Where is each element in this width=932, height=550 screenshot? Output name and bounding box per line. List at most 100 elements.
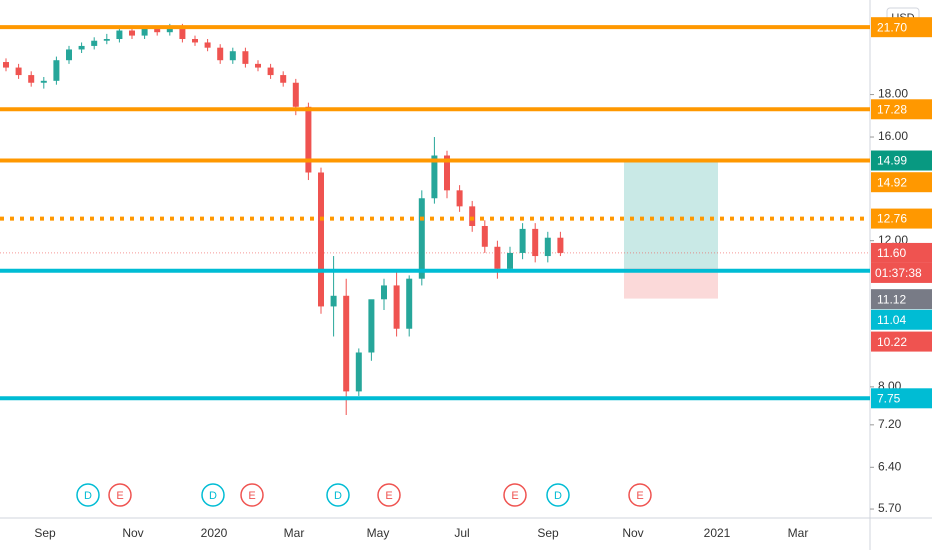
x-tick-label: 2021: [704, 526, 731, 540]
x-tick-label: Nov: [122, 526, 143, 540]
price-tag: [871, 172, 932, 193]
candle-body: [481, 225, 488, 247]
y-tick-label: 18.00: [878, 87, 908, 101]
candle-body: [355, 352, 362, 392]
candle-body: [91, 40, 98, 46]
candle-body: [103, 39, 110, 41]
candle-body: [179, 27, 186, 40]
countdown: 01:37:38: [875, 266, 922, 280]
candle-body: [368, 299, 375, 353]
event-marker: [503, 483, 527, 507]
candle-body: [431, 155, 438, 199]
candle-body: [267, 67, 274, 76]
x-tick-label: May: [367, 526, 390, 540]
event-label: D: [84, 490, 92, 502]
y-tick-label: 6.40: [878, 459, 902, 473]
candle-body: [280, 75, 287, 83]
event-label: E: [116, 490, 123, 502]
candle-body: [141, 28, 148, 36]
price-tag-label: 11.60: [877, 246, 906, 260]
event-marker: [377, 483, 401, 507]
candle-body: [494, 246, 501, 269]
x-tick-label: Sep: [537, 526, 559, 540]
candle-body: [393, 285, 400, 329]
candle-body: [242, 51, 249, 64]
candle-body: [229, 51, 236, 61]
price-tag: [871, 17, 932, 38]
price-tag-label: 11.12: [877, 292, 906, 306]
stop-zone: [624, 268, 718, 299]
candle-body: [343, 295, 350, 392]
event-label: E: [511, 490, 518, 502]
x-tick-label: Nov: [622, 526, 643, 540]
event-label: D: [334, 490, 342, 502]
candle-body: [292, 82, 299, 107]
candle-body: [255, 63, 261, 68]
event-marker: [76, 483, 100, 507]
price-tag-label: 7.75: [877, 391, 901, 405]
price-tag: [871, 99, 932, 120]
event-label: E: [385, 490, 392, 502]
price-tag-label: 14.99: [877, 154, 907, 168]
candle-body: [544, 237, 551, 257]
candle-body: [116, 30, 123, 40]
candle-body: [66, 49, 72, 61]
target-zone: [624, 160, 718, 269]
candle-body: [305, 106, 312, 173]
price-tag-label: 14.92: [877, 175, 907, 189]
candle-body: [406, 278, 413, 329]
price-tag: [871, 309, 932, 330]
event-label: E: [248, 490, 255, 502]
price-tag-label: 12.76: [877, 212, 907, 226]
candle-body: [40, 80, 47, 83]
price-tag-label: 21.70: [877, 20, 907, 34]
y-tick-label: 5.70: [878, 501, 902, 515]
x-tick-label: Mar: [788, 526, 809, 540]
x-tick-label: Sep: [34, 526, 56, 540]
x-tick-label: 2020: [201, 526, 228, 540]
event-marker: [201, 483, 225, 507]
candle-body: [532, 228, 539, 257]
event-marker: [326, 483, 350, 507]
event-marker: [628, 483, 652, 507]
price-tag-label: 10.22: [877, 335, 907, 349]
candle-body: [507, 252, 513, 269]
price-tag-label: 11.04: [877, 313, 906, 327]
event-marker: [546, 483, 570, 507]
candle-body: [444, 155, 450, 191]
candle-body: [469, 206, 476, 226]
event-label: E: [636, 490, 643, 502]
candle-body: [519, 228, 526, 253]
event-label: D: [554, 490, 562, 502]
candle-body: [381, 285, 387, 300]
y-tick-label: 7.20: [878, 417, 902, 431]
x-tick-label: Jul: [454, 526, 469, 540]
candle-body: [154, 28, 161, 33]
candle-body: [53, 60, 60, 81]
candle-body: [418, 198, 425, 279]
price-tag: [871, 242, 932, 263]
countdown-tag: [871, 262, 932, 283]
candle-body: [318, 172, 324, 307]
price-tag: [871, 150, 932, 171]
candle-body: [3, 62, 9, 68]
candle-body: [330, 295, 337, 307]
candle-body: [78, 45, 85, 50]
event-marker: [240, 483, 264, 507]
event-label: D: [209, 490, 217, 502]
price-tag: [871, 208, 932, 229]
candle-body: [217, 47, 224, 61]
x-tick-label: Mar: [284, 526, 305, 540]
candle-body: [15, 67, 22, 76]
candle-body: [557, 237, 564, 253]
price-tag: [871, 289, 932, 310]
price-tag-label: 17.28: [877, 102, 907, 116]
price-tag: [871, 331, 932, 352]
candle-body: [166, 27, 173, 33]
candle-body: [192, 39, 198, 43]
candle-body: [129, 30, 135, 36]
event-marker: [108, 483, 132, 507]
candle-body: [456, 190, 463, 207]
